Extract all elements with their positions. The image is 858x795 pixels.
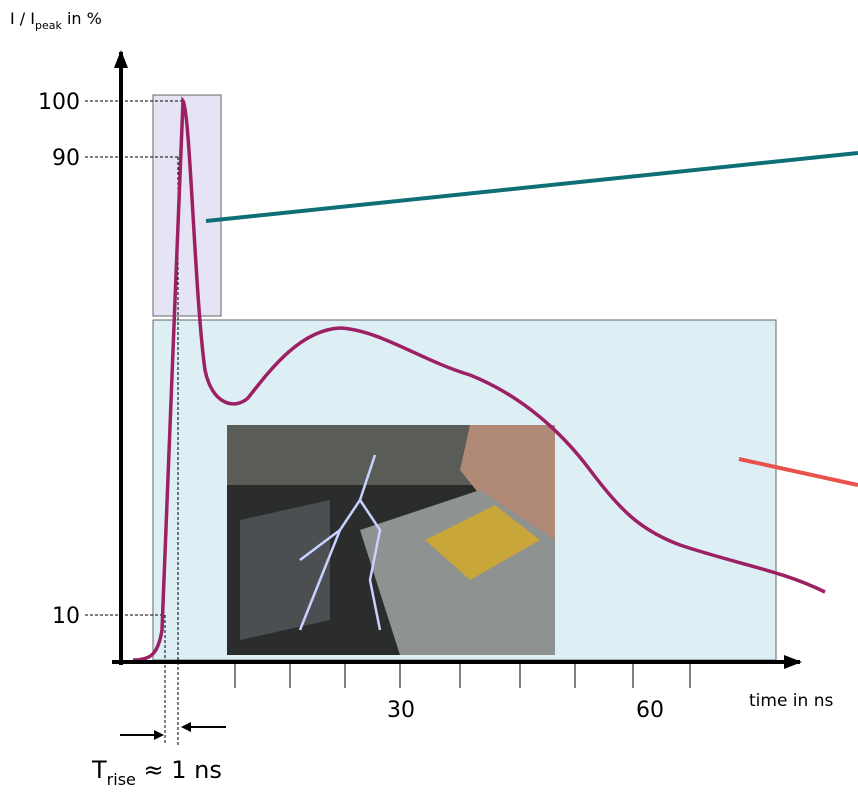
x-tick-label: 60 [636, 698, 664, 723]
label-main: I / I [10, 9, 35, 28]
y-axis-label: I / Ipeak in % [10, 9, 102, 32]
y-tick-label: 90 [52, 146, 80, 171]
y-tick-label: 100 [38, 90, 80, 115]
x-tick-marks [234, 662, 691, 688]
label-sub: peak [35, 19, 62, 32]
waveform [132, 96, 826, 662]
pointer-line [738, 457, 858, 487]
label-unit: in % [62, 9, 102, 28]
y-tick-label: 10 [52, 604, 80, 629]
x-axis-label: time in ns [749, 691, 833, 711]
rise-main: T [91, 756, 107, 784]
rise-rest: ≈ 1 ns [136, 756, 222, 784]
x-tick-label: 30 [387, 698, 415, 723]
rise-sub: rise [107, 770, 136, 789]
rise-label: Trise ≈ 1 ns [91, 756, 222, 789]
pointer-line [205, 151, 858, 223]
photo [227, 425, 555, 655]
